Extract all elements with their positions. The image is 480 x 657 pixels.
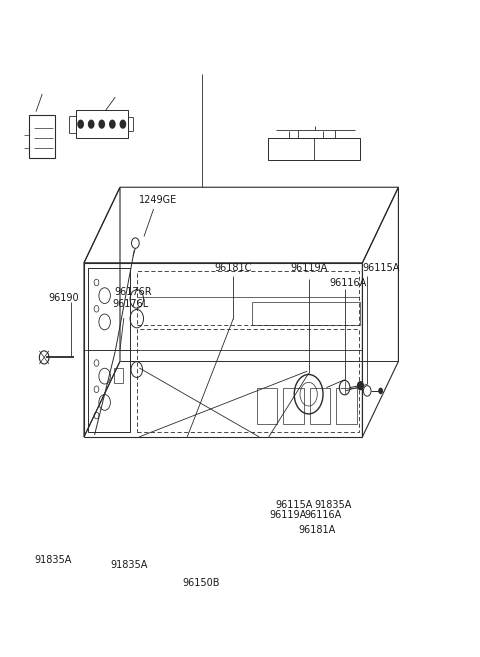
Text: 96119A: 96119A — [269, 510, 307, 520]
Circle shape — [120, 120, 126, 129]
Circle shape — [39, 351, 49, 364]
Circle shape — [358, 382, 363, 390]
Text: 96176L: 96176L — [112, 299, 149, 309]
Text: 96176R: 96176R — [115, 287, 152, 298]
Circle shape — [88, 120, 95, 129]
Bar — [283, 388, 304, 424]
Circle shape — [109, 120, 116, 129]
Text: 1249GE: 1249GE — [139, 195, 178, 206]
Circle shape — [339, 380, 350, 395]
Bar — [257, 388, 277, 424]
Circle shape — [98, 120, 105, 129]
Text: 96181A: 96181A — [298, 525, 336, 535]
Bar — [336, 388, 357, 424]
Text: 91835A: 91835A — [34, 555, 72, 565]
Circle shape — [363, 386, 371, 396]
Text: 96116A: 96116A — [330, 277, 367, 288]
Bar — [114, 368, 123, 382]
Text: 96115A: 96115A — [275, 499, 312, 510]
Text: 91835A: 91835A — [314, 499, 351, 510]
Text: 96150B: 96150B — [183, 578, 220, 589]
Bar — [252, 302, 360, 325]
Text: 96116A: 96116A — [304, 510, 341, 520]
Text: 96181C: 96181C — [215, 263, 252, 273]
Text: 96119A: 96119A — [290, 263, 327, 273]
Text: 96115A: 96115A — [362, 263, 399, 273]
Circle shape — [77, 120, 84, 129]
Text: 91835A: 91835A — [110, 560, 147, 570]
Text: 96190: 96190 — [48, 292, 79, 303]
Circle shape — [378, 388, 383, 394]
Bar — [310, 388, 330, 424]
